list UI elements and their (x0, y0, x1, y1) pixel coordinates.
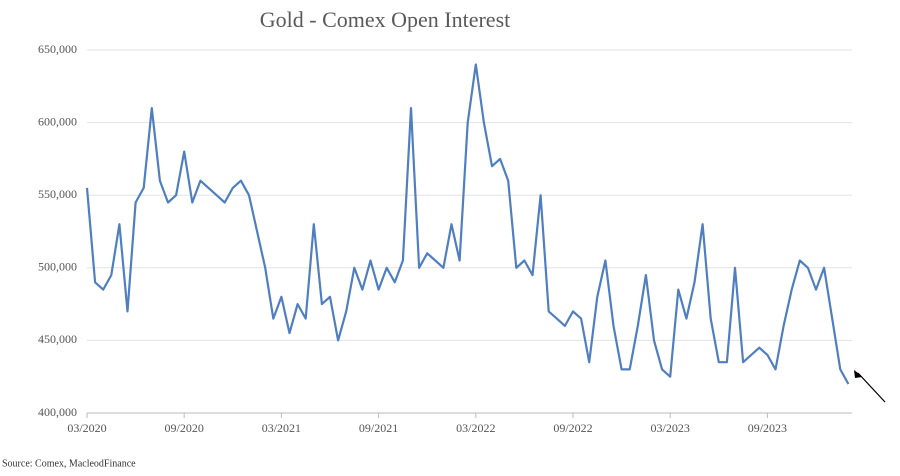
x-tick-label: 09/2022 (553, 421, 592, 435)
y-tick-label: 650,000 (38, 42, 77, 56)
x-tick-label: 03/2021 (262, 421, 301, 435)
y-tick-label: 550,000 (38, 187, 77, 201)
series-line (85, 63, 850, 385)
y-tick-label: 600,000 (38, 114, 77, 128)
y-tick-label: 400,000 (38, 405, 77, 419)
x-tick-label: 09/2020 (165, 421, 204, 435)
y-tick-label: 500,000 (38, 260, 77, 274)
x-tick-label: 03/2020 (67, 421, 106, 435)
x-tick-label: 09/2023 (748, 421, 787, 435)
chart-title: Gold - Comex Open Interest (260, 7, 511, 32)
arrow (857, 372, 886, 403)
x-tick-label: 09/2021 (359, 421, 398, 435)
x-tick-label: 03/2023 (651, 421, 690, 435)
source-note: Source: Comex, MacleodFinance (2, 458, 136, 469)
arrow-head (854, 370, 862, 378)
y-tick-label: 450,000 (38, 332, 77, 346)
x-tick-label: 03/2022 (456, 421, 495, 435)
